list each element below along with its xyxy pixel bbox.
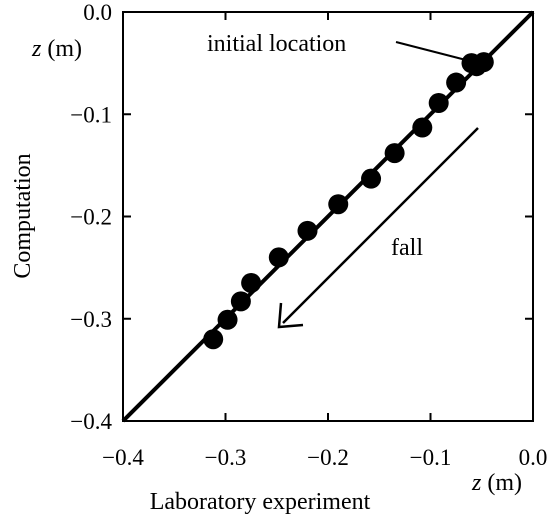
x-unit-label: z (m) <box>471 470 522 496</box>
data-point-4 <box>428 93 449 114</box>
y-tick-label-3: −0.1 <box>70 102 112 127</box>
x-tick-label-1: −0.3 <box>205 445 247 470</box>
data-point-9 <box>297 220 318 241</box>
x-tick-label-3: −0.1 <box>410 445 452 470</box>
data-point-7 <box>361 168 382 189</box>
initial-location-leader <box>395 41 467 61</box>
data-point-8 <box>328 194 349 215</box>
data-point-5 <box>412 117 433 138</box>
data-point-14 <box>203 329 224 350</box>
y-tick-label-4: 0.0 <box>83 0 112 25</box>
x-unit-label-unit: (m) <box>481 470 522 496</box>
y-axis-title: Computation <box>10 153 36 278</box>
y-unit-label-var: z <box>31 36 42 62</box>
y-unit-label: z (m) <box>31 36 82 62</box>
y-unit-label-unit: (m) <box>41 36 82 62</box>
fall-arrow-head <box>277 302 304 329</box>
x-tick-label-2: −0.2 <box>307 445 349 470</box>
data-point-6 <box>384 143 405 164</box>
y-tick-label-1: −0.3 <box>70 307 112 332</box>
y-tick-label-0: −0.4 <box>70 409 112 434</box>
x-tick-label-0: −0.4 <box>102 445 144 470</box>
fall-arrow-shaft <box>282 127 479 324</box>
data-point-10 <box>268 247 289 268</box>
x-tick-label-4: 0.0 <box>519 445 548 470</box>
data-point-13 <box>217 309 238 330</box>
y-tick-label-2: −0.2 <box>70 205 112 230</box>
data-point-3 <box>446 72 467 93</box>
x-axis-title: Laboratory experiment <box>150 489 371 515</box>
data-point-11 <box>241 272 262 293</box>
data-point-2 <box>461 53 482 74</box>
data-point-12 <box>230 291 251 312</box>
annotation-initial-location: initial location <box>207 31 346 57</box>
annotation-fall: fall <box>391 235 423 261</box>
x-unit-label-var: z <box>471 470 482 496</box>
